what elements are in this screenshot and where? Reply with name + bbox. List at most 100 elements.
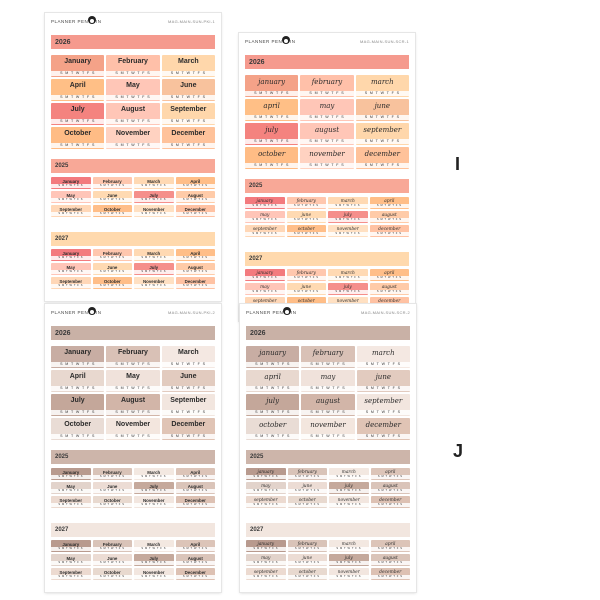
year-label: 2025 [250, 454, 264, 460]
month-name: february [312, 349, 344, 357]
month-name: november [337, 570, 360, 575]
year-label: 2025 [249, 183, 263, 189]
year-bar: 2026 [246, 326, 410, 340]
weekday-strip: S M T W T F S [92, 475, 132, 479]
sheet-code: MAG-MAIN-SUN-SCR-2 [361, 310, 410, 315]
month-sticker: November S M T W T F S [106, 418, 160, 440]
weekday-strip: S M T W T F S [246, 489, 286, 493]
month-name: August [187, 484, 203, 489]
month-name: September [170, 397, 207, 404]
month-sticker: may S M T W T F S [300, 99, 354, 121]
month-sticker: February S M T W T F S [92, 177, 132, 189]
weekday-strip: S M T W T F S [106, 386, 160, 391]
month-sticker: April S M T W T F S [175, 540, 215, 552]
weekday-strip: S M T W T F S [287, 561, 327, 565]
month-sticker: may S M T W T F S [246, 554, 286, 566]
weekday-strip: S M T W T F S [286, 218, 326, 222]
month-name: october [297, 227, 315, 232]
month-sticker: September S M T W T F S [51, 205, 91, 217]
month-sticker: March S M T W T F S [134, 540, 174, 552]
month-sticker: August S M T W T F S [175, 263, 215, 275]
month-sticker: january S M T W T F S [246, 346, 300, 368]
month-name: may [260, 285, 270, 290]
weekday-strip: S M T W T F S [246, 410, 300, 415]
weekday-strip: S M T W T F S [287, 503, 327, 507]
weekday-strip: S M T W T F S [328, 218, 368, 222]
month-sticker: May S M T W T F S [106, 79, 160, 101]
weekday-strip: S M T W T F S [370, 547, 410, 551]
month-name: january [257, 470, 275, 475]
month-sticker: august S M T W T F S [300, 123, 354, 145]
weekday-strip: S M T W T F S [355, 91, 409, 96]
month-name: June [107, 265, 118, 270]
month-name: may [319, 102, 335, 110]
year-bar: 2026 [51, 326, 215, 340]
weekday-strip: S M T W T F S [245, 139, 299, 144]
month-name: august [381, 285, 397, 290]
weekday-strip: S M T W T F S [369, 290, 409, 294]
month-name: february [311, 78, 343, 86]
sheet-header: PLANNER PENGUIN MAG-MAIN-SUN-PKI-2 [45, 304, 221, 324]
year-label: 2025 [55, 454, 69, 460]
month-sticker: June S M T W T F S [161, 370, 215, 392]
month-sticker: january S M T W T F S [246, 540, 286, 552]
weekday-strip: S M T W T F S [246, 386, 300, 391]
year-label: 2026 [55, 329, 71, 337]
weekday-strip: S M T W T F S [246, 503, 286, 507]
weekday-strip: S M T W T F S [51, 95, 105, 100]
month-name: December [184, 207, 206, 212]
weekday-strip: S M T W T F S [329, 489, 369, 493]
weekday-strip: S M T W T F S [51, 362, 105, 367]
weekday-strip: S M T W T F S [286, 276, 326, 280]
month-sticker: may S M T W T F S [301, 370, 355, 392]
weekday-strip: S M T W T F S [92, 503, 132, 507]
month-sticker: february S M T W T F S [286, 197, 326, 209]
month-name: april [263, 102, 280, 110]
month-sticker: October S M T W T F S [92, 568, 132, 580]
weekday-strip: S M T W T F S [51, 410, 105, 415]
year-bar: 2027 [246, 523, 410, 537]
month-grid-small: January S M T W T F S February S M T W T F … [51, 540, 215, 580]
brand-name: PLANNER PENGUIN [51, 19, 102, 24]
month-name: march [372, 349, 395, 357]
month-sticker: August S M T W T F S [175, 191, 215, 203]
penguin-logo-icon [283, 307, 291, 315]
month-sticker: December S M T W T F S [175, 496, 215, 508]
month-sticker: April S M T W T F S [175, 177, 215, 189]
month-sticker: January S M T W T F S [51, 468, 91, 480]
month-sticker: October S M T W T F S [92, 496, 132, 508]
year-bar: 2027 [51, 232, 215, 246]
month-name: January [62, 470, 80, 475]
month-sticker: October S M T W T F S [92, 277, 132, 289]
weekday-strip: S M T W T F S [301, 410, 355, 415]
weekday-strip: S M T W T F S [286, 232, 326, 236]
month-sticker: march S M T W T F S [328, 197, 368, 209]
month-sticker: October S M T W T F S [92, 205, 132, 217]
month-name: June [180, 373, 197, 380]
month-grid-large: January S M T W T F S February S M T W T F … [51, 346, 215, 440]
month-sticker: October S M T W T F S [51, 127, 105, 149]
month-name: august [381, 213, 397, 218]
weekday-strip: S M T W T F S [246, 575, 286, 579]
weekday-strip: S M T W T F S [301, 386, 355, 391]
weekday-strip: S M T W T F S [175, 198, 215, 202]
month-name: june [302, 556, 313, 561]
month-sticker: may S M T W T F S [245, 283, 285, 295]
sticker-sheet-bottom-left: PLANNER PENGUIN MAG-MAIN-SUN-PKI-2 2026 Jan… [45, 304, 221, 592]
month-sticker: november S M T W T F S [301, 418, 355, 440]
weekday-strip: S M T W T F S [329, 475, 369, 479]
weekday-strip: S M T W T F S [287, 575, 327, 579]
month-sticker: November S M T W T F S [134, 568, 174, 580]
month-sticker: February S M T W T F S [106, 55, 160, 77]
month-name: july [344, 556, 353, 561]
month-name: September [170, 106, 207, 113]
month-sticker: june S M T W T F S [287, 554, 327, 566]
weekday-strip: S M T W T F S [286, 290, 326, 294]
